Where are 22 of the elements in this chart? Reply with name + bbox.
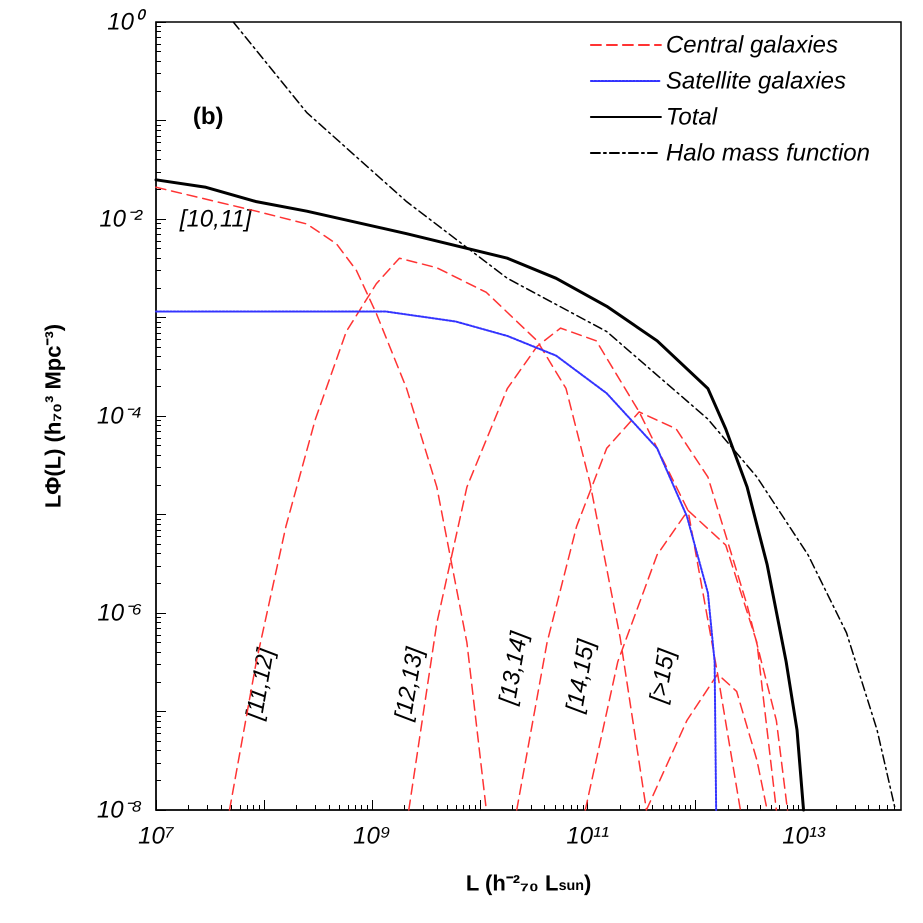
annotation: [10,11] bbox=[178, 206, 253, 232]
legend-label: Satellite galaxies bbox=[666, 68, 846, 94]
y-tick-label: 10⁻⁶ bbox=[97, 600, 142, 626]
x-tick-label: 10¹¹ bbox=[566, 822, 610, 850]
annotation: [>15] bbox=[644, 646, 681, 706]
legend-label: Total bbox=[666, 104, 718, 130]
legend-label: Halo mass function bbox=[666, 140, 870, 166]
x-axis-title: L (h⁻²₇₀ Lsun) bbox=[466, 870, 592, 896]
x-tick-label: 10⁹ bbox=[353, 822, 391, 850]
annotation: (b) bbox=[192, 103, 224, 130]
y-tick-label: 10⁻⁴ bbox=[96, 402, 142, 430]
annotation: [14,15] bbox=[560, 636, 600, 716]
x-tick-label: 10¹³ bbox=[782, 822, 826, 850]
x-tick-label: 10⁷ bbox=[138, 822, 175, 850]
legend-label: Central galaxies bbox=[666, 32, 838, 58]
y-tick-label: 10⁻⁸ bbox=[96, 796, 142, 824]
y-tick-label: 10⁻² bbox=[99, 206, 144, 232]
annotation: [11,12] bbox=[240, 645, 280, 722]
annotation: [13,14] bbox=[494, 628, 534, 708]
y-tick-label: 10⁰ bbox=[107, 8, 147, 36]
y-axis-title: LΦ(L) (h₇₀³ Mpc⁻³) bbox=[40, 324, 66, 508]
annotation: [12,13] bbox=[390, 644, 430, 724]
